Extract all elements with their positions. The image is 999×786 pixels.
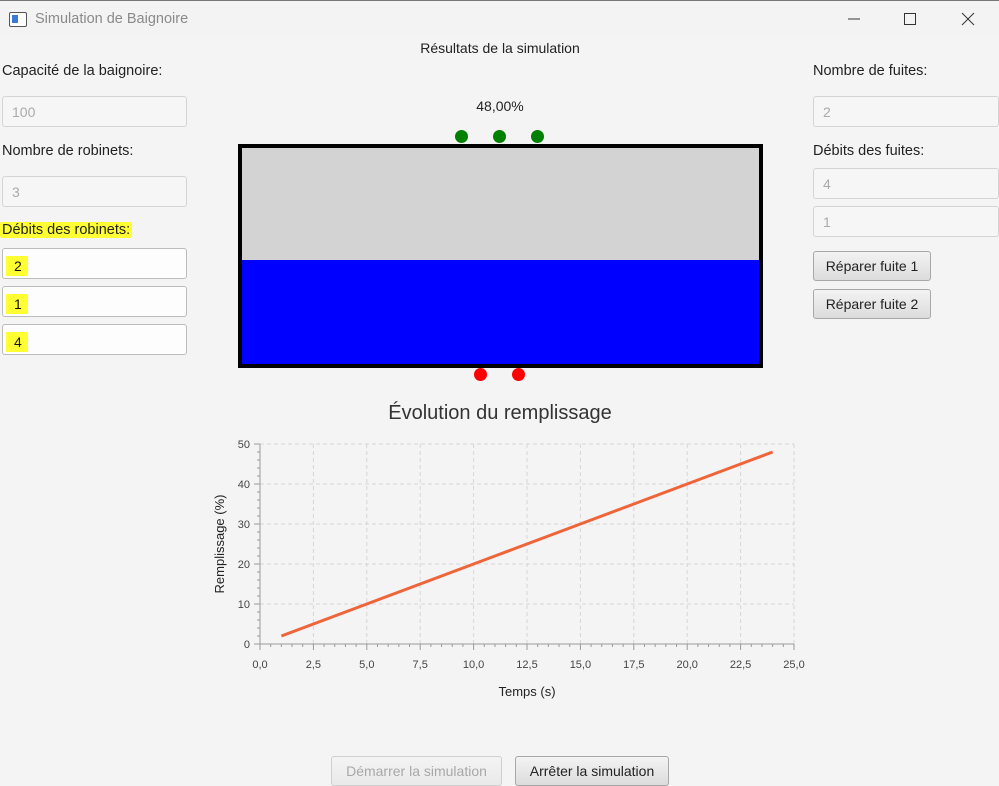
- x-tick-label: 12,5: [516, 659, 537, 671]
- tap-rate-input-1[interactable]: 2: [2, 248, 187, 279]
- leak-indicator: [474, 368, 487, 381]
- start-simulation-button[interactable]: Démarrer la simulation: [331, 756, 502, 786]
- tap-indicator: [493, 130, 506, 143]
- repair-leak-2-button[interactable]: Réparer fuite 2: [813, 289, 931, 319]
- results-title: Résultats de la simulation: [420, 40, 580, 56]
- maximize-button[interactable]: [882, 1, 938, 37]
- minimize-icon: [848, 18, 860, 20]
- leak-rate-input-2[interactable]: [813, 206, 999, 237]
- taps-count-label: Nombre de robinets:: [2, 143, 134, 159]
- bathtub: [238, 144, 763, 368]
- close-button[interactable]: [940, 1, 996, 37]
- y-tick-label: 0: [244, 639, 250, 651]
- capacity-label: Capacité de la baignoire:: [2, 63, 163, 79]
- titlebar: Simulation de Baignoire: [0, 1, 999, 37]
- x-axis-label: Temps (s): [498, 684, 555, 699]
- y-tick-label: 10: [238, 599, 250, 611]
- x-tick-label: 25,0: [783, 659, 804, 671]
- x-tick-label: 15,0: [570, 659, 591, 671]
- leak-indicator: [512, 368, 525, 381]
- leak-rates-label: Débits des fuites:: [813, 143, 925, 159]
- tap-rates-label: Débits des robinets:: [0, 222, 133, 238]
- window-border: [0, 0, 999, 1]
- water-level: [242, 260, 759, 364]
- x-tick-label: 7,5: [413, 659, 428, 671]
- x-tick-label: 2,5: [306, 659, 321, 671]
- app-window-icon: [9, 12, 27, 27]
- x-tick-label: 10,0: [463, 659, 484, 671]
- y-tick-label: 20: [238, 559, 250, 571]
- window-title: Simulation de Baignoire: [35, 11, 189, 27]
- x-tick-label: 0,0: [252, 659, 267, 671]
- fill-chart: 0,0 2,5 5,0 7,5 10,0 12,5 15,0 17,5 20,0 22,5 25,0…: [212, 439, 805, 699]
- x-tick-label: 22,5: [730, 659, 751, 671]
- taps-count-input[interactable]: [2, 176, 187, 207]
- leaks-count-input[interactable]: [813, 96, 999, 127]
- tap-rate-value-1: 2: [6, 256, 28, 276]
- x-tick-label: 17,5: [623, 659, 644, 671]
- y-tick-label: 50: [238, 439, 250, 451]
- tap-indicator: [531, 130, 544, 143]
- y-tick-label: 40: [238, 479, 250, 491]
- tap-rate-value-2: 1: [6, 294, 28, 314]
- leak-rate-input-1[interactable]: [813, 168, 999, 199]
- series-line: [280, 450, 774, 638]
- y-axis-label: Remplissage (%): [212, 495, 227, 594]
- tap-rate-input-2[interactable]: 1: [2, 286, 187, 317]
- tap-indicator: [455, 130, 468, 143]
- repair-leak-1-button[interactable]: Réparer fuite 1: [813, 251, 931, 281]
- close-icon: [961, 12, 975, 26]
- maximize-icon: [904, 13, 916, 25]
- minimize-button[interactable]: [826, 1, 882, 37]
- y-tick-label: 30: [238, 519, 250, 531]
- x-tick-label: 5,0: [359, 659, 374, 671]
- fill-percentage: 48,00%: [476, 98, 524, 114]
- chart-title: Évolution du remplissage: [388, 402, 612, 424]
- tap-rate-value-3: 4: [6, 332, 28, 352]
- x-tick-label: 20,0: [676, 659, 697, 671]
- leaks-count-label: Nombre de fuites:: [813, 63, 928, 79]
- tap-rate-input-3[interactable]: 4: [2, 324, 187, 355]
- capacity-input[interactable]: [2, 96, 187, 127]
